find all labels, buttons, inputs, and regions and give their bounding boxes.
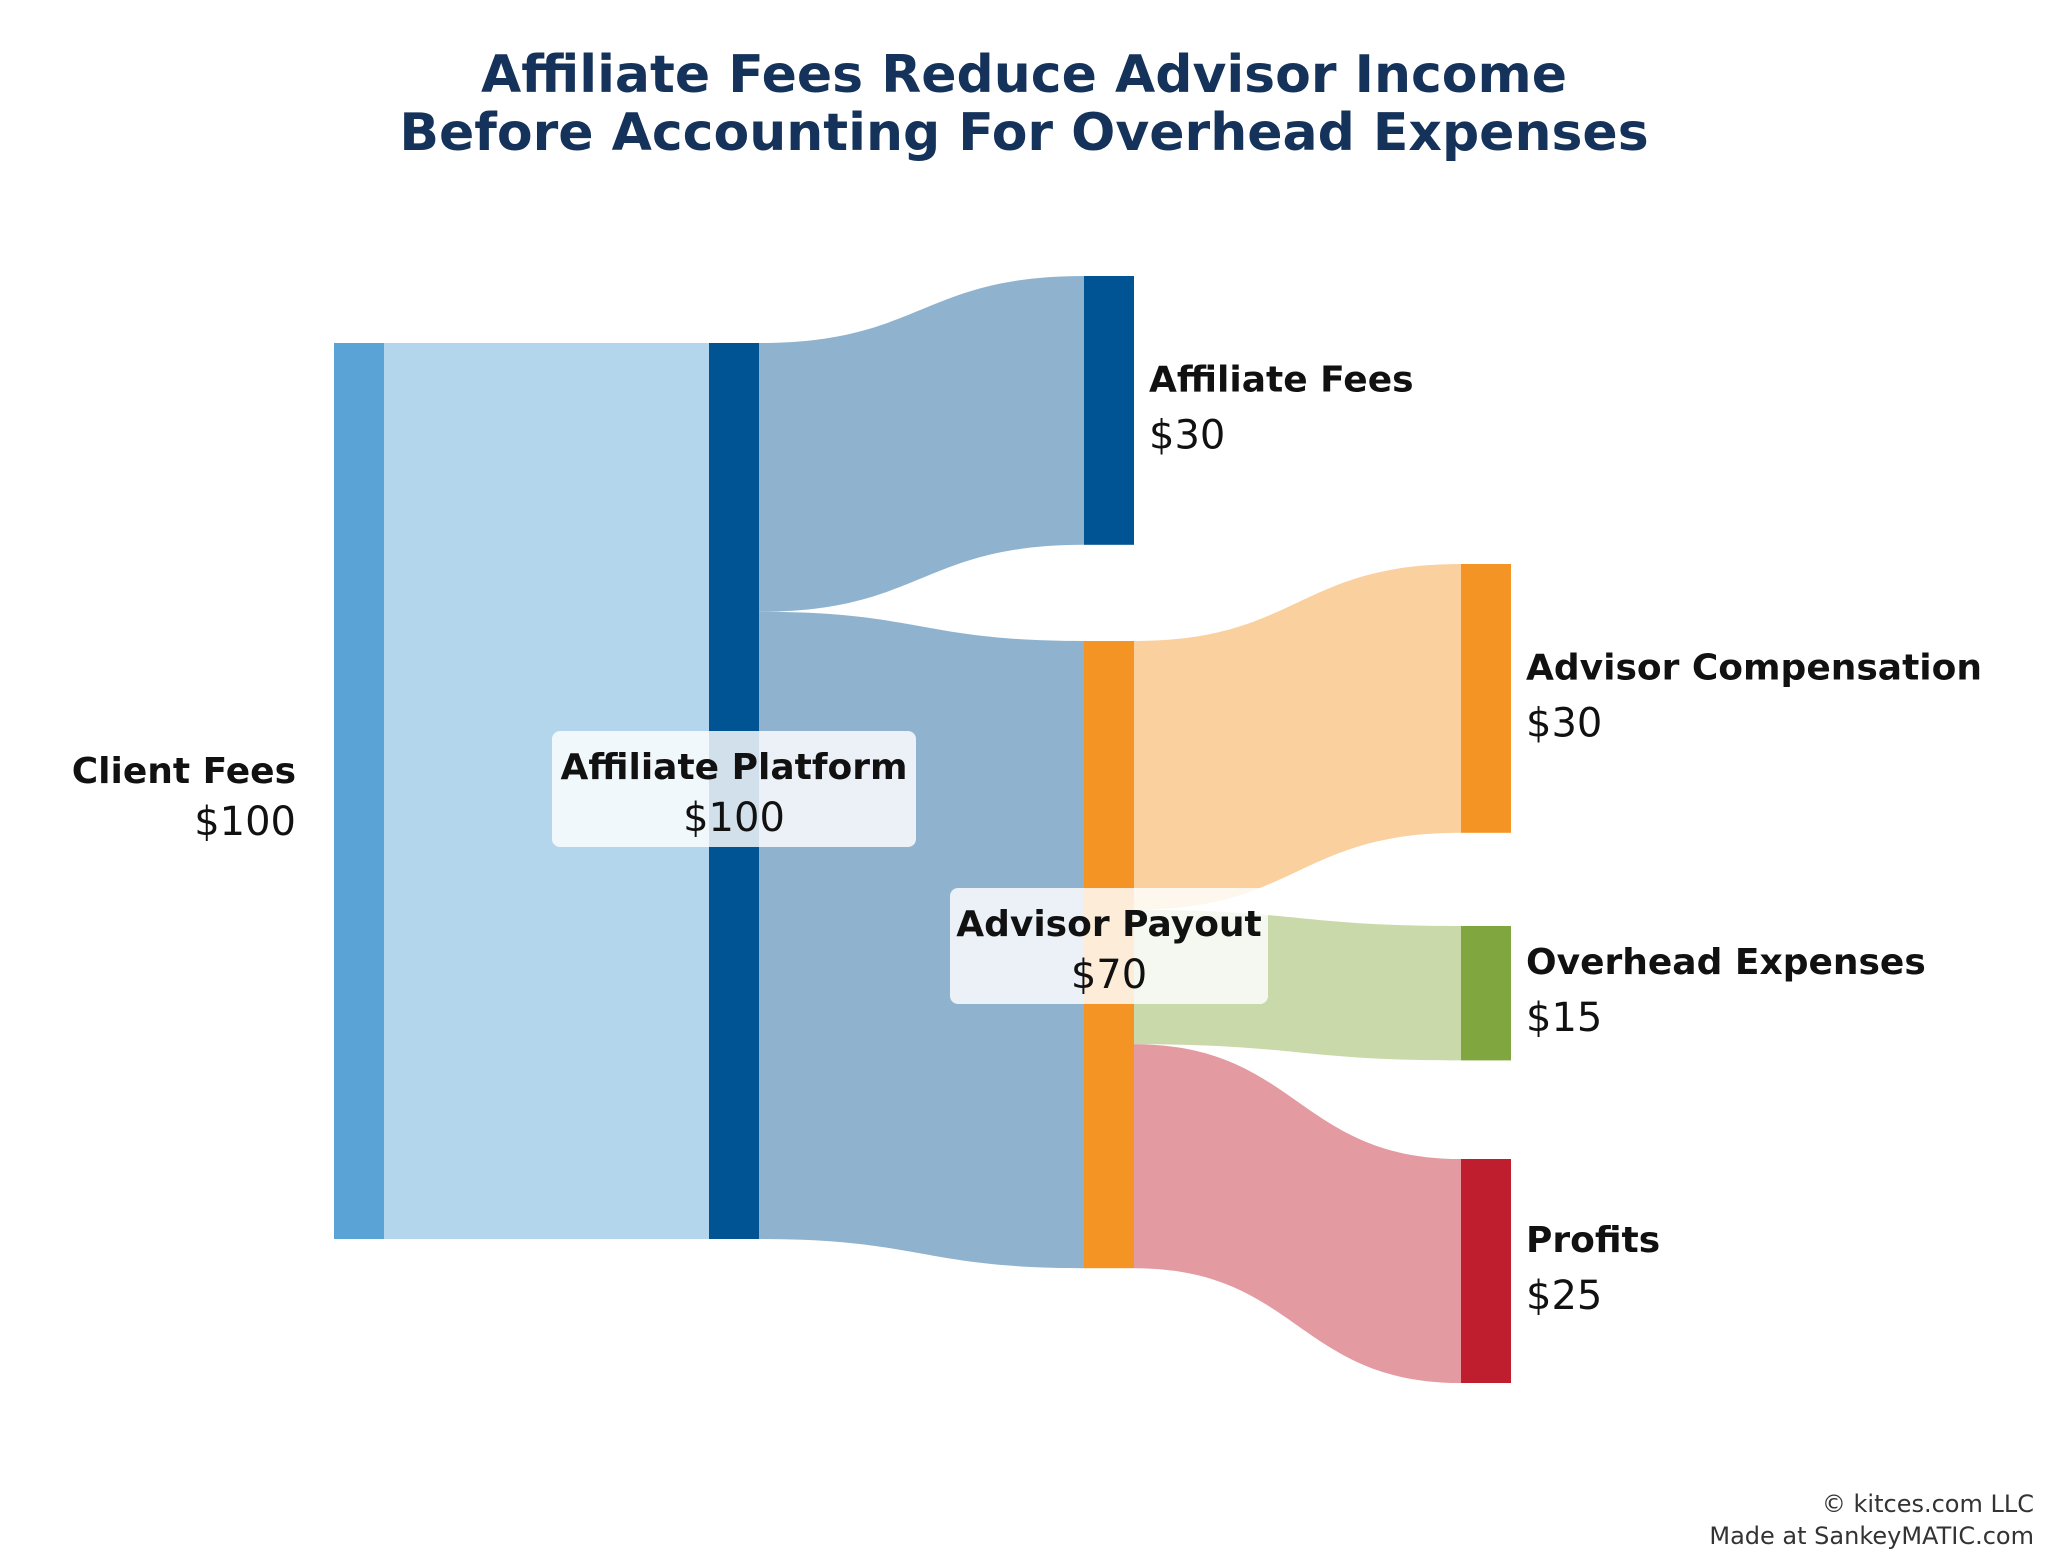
label-name-affiliate_platform: Affiliate Platform bbox=[560, 747, 907, 788]
node-client_fees bbox=[334, 343, 384, 1239]
label-value-overhead_expenses: $15 bbox=[1526, 995, 1602, 1041]
copyright-credit: © kitces.com LLC bbox=[1822, 1490, 2034, 1518]
link-advisor_payout-to-advisor_compensation bbox=[1134, 564, 1461, 910]
label-name-profits: Profits bbox=[1526, 1220, 1660, 1261]
node-labels: Client Fees $100 Affiliate Platform $100 Aff… bbox=[72, 359, 1982, 1319]
node-profits bbox=[1461, 1159, 1511, 1383]
node-affiliate_fees bbox=[1084, 276, 1134, 545]
label-name-overhead_expenses: Overhead Expenses bbox=[1526, 942, 1926, 983]
label-value-advisor_payout: $70 bbox=[1071, 952, 1147, 998]
label-name-client_fees: Client Fees bbox=[72, 751, 296, 792]
label-value-client_fees: $100 bbox=[194, 799, 296, 845]
flow-nodes bbox=[334, 276, 1511, 1383]
label-box-advisor_payout bbox=[950, 888, 1268, 1004]
link-client_fees-to-affiliate_platform bbox=[384, 343, 709, 1239]
label-name-advisor_compensation: Advisor Compensation bbox=[1526, 647, 1982, 688]
link-affiliate_platform-to-affiliate_fees bbox=[759, 276, 1084, 612]
chart-title-line-1: Affiliate Fees Reduce Advisor Income bbox=[481, 45, 1567, 105]
label-value-profits: $25 bbox=[1526, 1273, 1602, 1319]
label-name-advisor_payout: Advisor Payout bbox=[956, 904, 1262, 945]
label-box-affiliate_platform bbox=[552, 731, 916, 847]
link-advisor_payout-to-profits bbox=[1134, 1044, 1461, 1383]
label-name-affiliate_fees: Affiliate Fees bbox=[1149, 359, 1414, 400]
sankeymatic-credit: Made at SankeyMATIC.com bbox=[1709, 1522, 2034, 1550]
node-overhead_expenses bbox=[1461, 926, 1511, 1061]
label-value-affiliate_fees: $30 bbox=[1149, 412, 1225, 458]
chart-title-line-2: Before Accounting For Overhead Expenses bbox=[399, 103, 1648, 163]
node-advisor_compensation bbox=[1461, 564, 1511, 833]
label-value-advisor_compensation: $30 bbox=[1526, 700, 1602, 746]
flow-links bbox=[384, 276, 1461, 1383]
label-value-affiliate_platform: $100 bbox=[683, 795, 785, 841]
